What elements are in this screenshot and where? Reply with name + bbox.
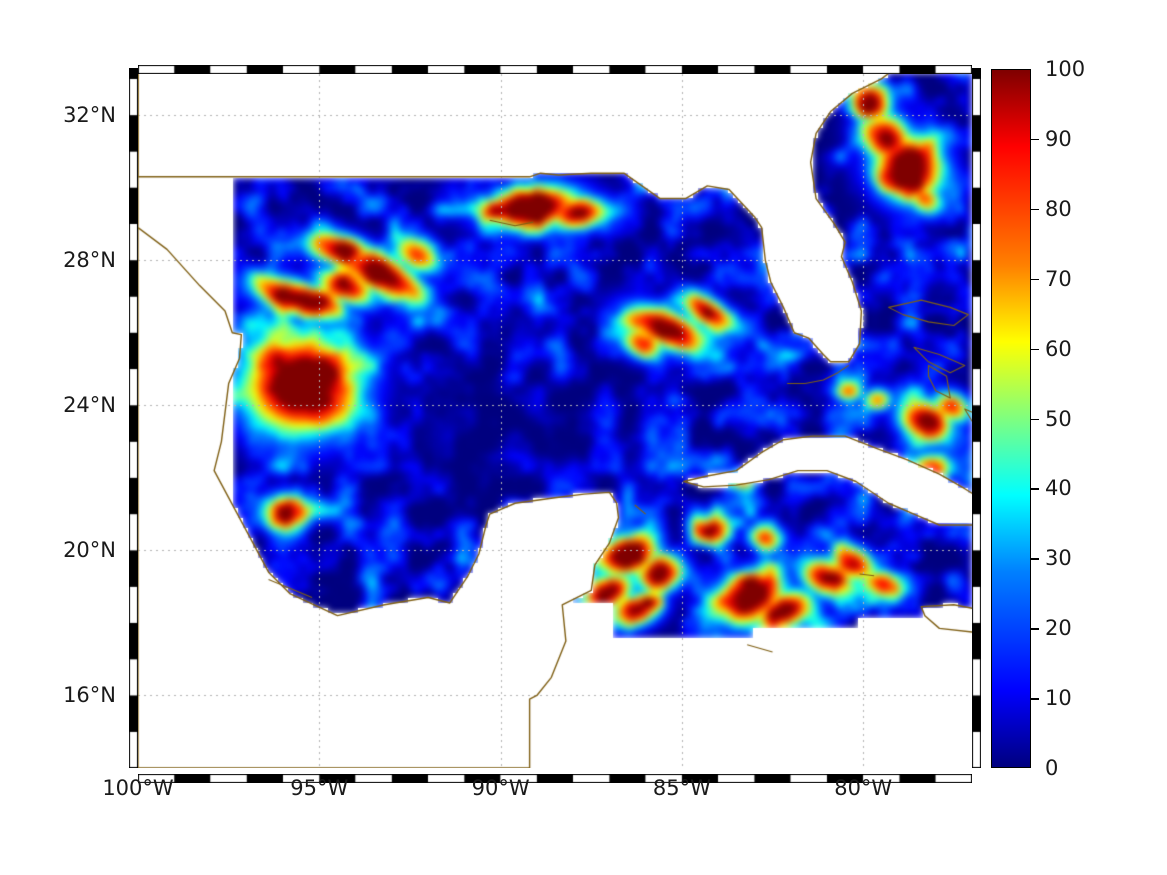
y-tick-3: 28°N <box>63 248 116 273</box>
colorbar-label-5: 50 <box>1045 406 1072 431</box>
colorbar-tick-8 <box>1031 208 1039 211</box>
colorbar-label-0: 0 <box>1045 756 1059 780</box>
map-plot-area[interactable] <box>138 68 972 768</box>
colorbar-label-2: 20 <box>1045 616 1072 641</box>
heatmap-raster <box>138 68 972 768</box>
y-tick-4: 32°N <box>63 103 116 128</box>
colorbar-label-9: 90 <box>1045 126 1072 151</box>
colorbar-label-4: 40 <box>1045 476 1072 501</box>
map-frame-left <box>129 68 138 768</box>
map-frame-bottom <box>138 768 972 783</box>
y-tick-0: 16°N <box>63 683 116 708</box>
map-frame-right <box>972 68 981 768</box>
colorbar-tick-1 <box>1031 698 1039 700</box>
y-tick-1: 20°N <box>63 538 116 563</box>
colorbar-gradient <box>991 69 1031 768</box>
colorbar-label-6: 60 <box>1045 336 1072 361</box>
x-tick-3: 85°W <box>652 776 711 800</box>
x-tick-4: 80°W <box>834 776 893 800</box>
colorbar-tick-3 <box>1031 558 1039 560</box>
colorbar-label-8: 80 <box>1045 196 1072 221</box>
x-tick-0: 100°W <box>102 776 174 800</box>
colorbar-tick-5 <box>1031 418 1039 420</box>
map-frame-top <box>138 59 972 74</box>
colorbar-tick-4 <box>1031 488 1039 490</box>
colorbar-tick-7 <box>1031 278 1039 281</box>
x-tick-2: 90°W <box>471 776 530 800</box>
colorbar-tick-2 <box>1031 628 1039 630</box>
colorbar-tick-9 <box>1031 138 1039 141</box>
colorbar-label-1: 10 <box>1045 686 1072 711</box>
y-tick-2: 24°N <box>63 393 116 418</box>
colorbar-label-7: 70 <box>1045 266 1072 291</box>
colorbar-label-10: 100 <box>1045 57 1086 81</box>
colorbar[interactable]: 0 10 20 30 40 50 60 70 80 90 100 <box>991 57 1085 780</box>
colorbar-tick-6 <box>1031 348 1039 351</box>
colorbar-label-3: 30 <box>1045 546 1072 571</box>
x-tick-1: 95°W <box>290 776 349 800</box>
